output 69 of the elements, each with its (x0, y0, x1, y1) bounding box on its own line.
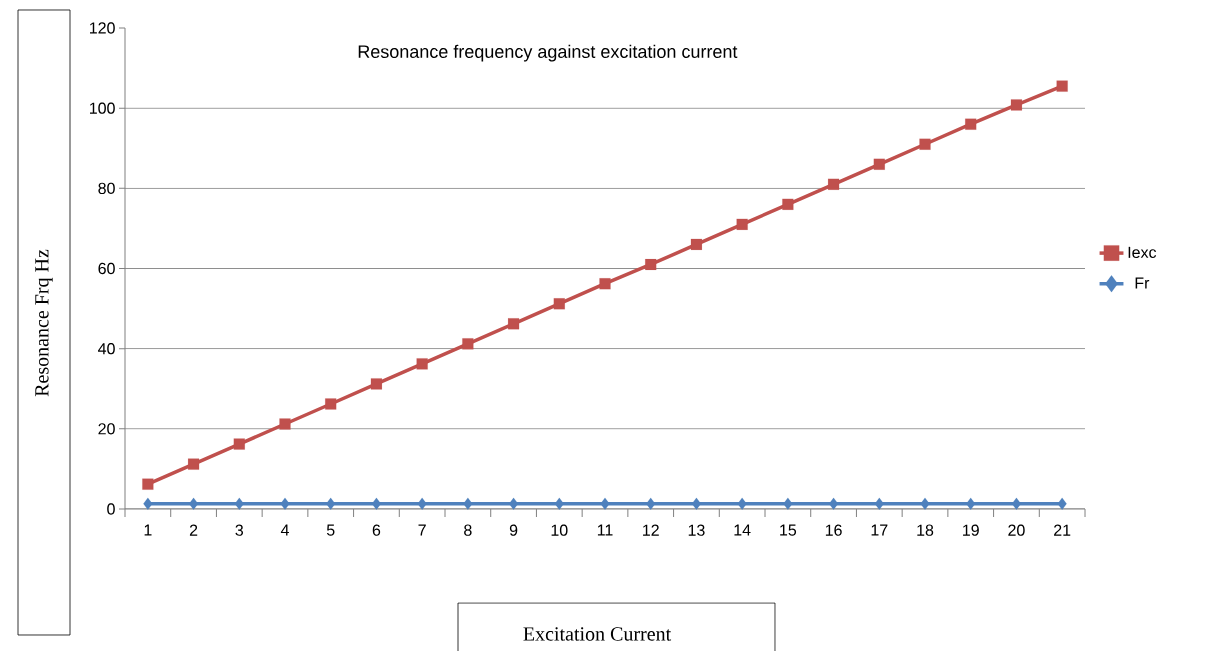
x-tick-label: 10 (551, 524, 568, 536)
text: Resonance frequency against excitation current (358, 44, 738, 62)
point (143, 497, 153, 510)
x-tick-label: 17 (871, 524, 888, 536)
x-tick-label: 8 (464, 524, 472, 536)
point (737, 497, 747, 510)
x-tick-label: 2 (189, 524, 198, 536)
y-axis-title: Resonance Frq Hz (35, 249, 53, 397)
point (463, 497, 473, 510)
x-tick-label: 12 (643, 524, 659, 536)
point (508, 318, 520, 330)
point (920, 497, 930, 510)
y-tick-label: 0 (107, 503, 115, 515)
point (873, 158, 885, 170)
point (325, 398, 337, 410)
x-tick-label: 21 (1054, 524, 1071, 536)
x-tick-label: 1 (144, 524, 152, 536)
point (233, 438, 245, 450)
point (280, 497, 290, 510)
x-tick-label: 5 (326, 524, 335, 536)
point (646, 497, 656, 510)
y-tick-label: 80 (98, 182, 115, 194)
point (416, 358, 428, 370)
x-tick-label: 15 (780, 524, 797, 536)
x-tick-label: 11 (597, 524, 613, 536)
point (279, 418, 291, 430)
point (919, 138, 931, 150)
point (783, 497, 793, 510)
point (874, 497, 884, 510)
y-tick-label: 120 (90, 22, 115, 34)
x-tick-label: 16 (825, 524, 842, 536)
point (142, 478, 154, 490)
legend-label: Iexc (1128, 246, 1157, 259)
y-tick-label: 40 (98, 343, 115, 355)
point (645, 258, 657, 271)
x-tick-label: 6 (372, 524, 381, 536)
point (828, 178, 840, 190)
y-tick-label: 20 (98, 423, 115, 435)
point (966, 497, 976, 510)
point (599, 278, 611, 290)
y-tick-label: 100 (90, 102, 115, 114)
x-tick-label: 14 (734, 524, 751, 536)
point (553, 298, 565, 310)
x-tick-label: 9 (509, 524, 518, 536)
point (234, 497, 244, 510)
x-axis-title: Excitation Current (523, 627, 672, 641)
x-tick-label: 20 (1008, 524, 1025, 536)
y-tick-label: 60 (98, 262, 115, 275)
point (188, 458, 200, 470)
x-tick-label: 18 (917, 524, 934, 536)
x-tick-label: 7 (418, 524, 426, 536)
point (370, 378, 382, 390)
x-tick-label: 4 (280, 524, 289, 536)
point (1057, 497, 1067, 510)
point (600, 497, 610, 510)
point (736, 218, 748, 230)
point (326, 497, 336, 510)
legend-label: Fr (1135, 277, 1150, 289)
point (690, 238, 702, 250)
x-tick-label: 3 (235, 524, 244, 536)
point (965, 118, 977, 130)
point (782, 198, 794, 210)
point (554, 497, 564, 510)
point (1010, 99, 1022, 111)
point (462, 338, 474, 350)
x-tick-label: 13 (688, 524, 705, 536)
point (417, 497, 427, 510)
point (1056, 80, 1068, 92)
x-tick-label: 19 (963, 524, 979, 536)
